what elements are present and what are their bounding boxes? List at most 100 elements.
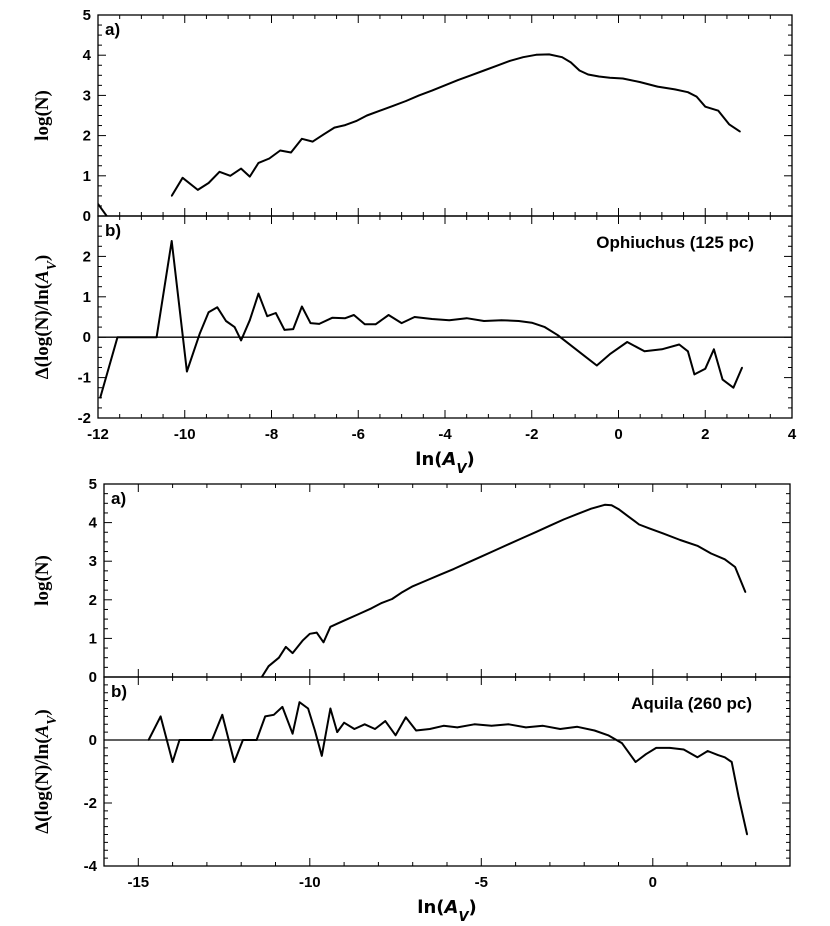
- data-point: [171, 761, 174, 763]
- x-tick-label: -10: [174, 426, 196, 443]
- data-point: [544, 326, 546, 328]
- data-point: [207, 182, 210, 184]
- data-point: [480, 555, 483, 558]
- data-point: [494, 549, 496, 552]
- data-point: [598, 75, 600, 78]
- data-point: [429, 728, 431, 730]
- data-point: [442, 725, 445, 727]
- data-point: [357, 613, 359, 616]
- data-point: [273, 714, 275, 716]
- data-point: [405, 100, 407, 102]
- x-tick-label: 0: [614, 426, 622, 443]
- data-point: [147, 739, 150, 741]
- data-point: [387, 314, 390, 316]
- data-point: [500, 319, 503, 322]
- data-point: [229, 175, 232, 177]
- data-point: [267, 665, 270, 667]
- data-point: [353, 728, 356, 730]
- data-point: [728, 123, 730, 126]
- x-tick-label: 0: [649, 874, 657, 891]
- data-point: [322, 133, 325, 136]
- data-point: [610, 504, 613, 507]
- data-point: [734, 566, 736, 568]
- data-point: [604, 504, 606, 506]
- data-point: [634, 761, 637, 763]
- data-point: [674, 88, 676, 91]
- data-point: [456, 726, 459, 729]
- data-point: [682, 748, 685, 751]
- data-point: [626, 341, 628, 343]
- data-point: [311, 140, 314, 143]
- data-point: [609, 76, 611, 79]
- panel-a: 0 1 2 3 4 5 log(N) a): [32, 476, 791, 686]
- data-point: [281, 706, 284, 708]
- data-point: [155, 336, 158, 339]
- data-point: [391, 598, 393, 600]
- data-point: [264, 715, 267, 718]
- data-point: [413, 316, 416, 318]
- data-point: [521, 537, 524, 539]
- data-point: [710, 552, 712, 555]
- data-point: [315, 631, 318, 634]
- data-point: [535, 531, 537, 533]
- y-tick-label: 4: [89, 515, 98, 532]
- data-point: [394, 734, 397, 737]
- y-tick-label: 1: [83, 289, 91, 306]
- data-point: [333, 126, 336, 129]
- y-tick-label: 0: [89, 669, 97, 686]
- data-point: [639, 81, 641, 83]
- data-point: [240, 339, 242, 342]
- data-point: [656, 85, 659, 88]
- y-axis-label: log(N): [32, 90, 53, 141]
- y-tick-label: 0: [89, 732, 97, 749]
- data-point: [473, 723, 476, 726]
- data-point: [233, 326, 236, 328]
- data-point: [609, 353, 611, 356]
- data-point: [687, 91, 689, 93]
- data-point: [561, 56, 563, 58]
- data-point: [355, 120, 357, 122]
- data-point: [249, 175, 251, 178]
- data-point: [590, 507, 592, 510]
- data-point: [549, 524, 551, 527]
- x-tick-label: -12: [87, 426, 109, 443]
- series-group: [260, 503, 747, 677]
- data-point: [517, 320, 520, 322]
- data-point: [522, 56, 524, 58]
- panel-annotation: Ophiuchus (125 pc): [596, 233, 754, 252]
- data-point: [687, 350, 689, 353]
- data-point: [607, 734, 609, 737]
- data-point: [279, 149, 282, 152]
- x-tick-label: -5: [475, 874, 488, 891]
- data-point: [336, 622, 339, 625]
- data-point: [411, 585, 414, 588]
- data-point: [405, 716, 407, 719]
- data-point: [99, 397, 101, 399]
- data-point: [159, 715, 162, 718]
- panel-label: b): [111, 682, 127, 701]
- data-point: [732, 386, 735, 389]
- y-tick-label: 5: [83, 7, 91, 24]
- data-point: [576, 726, 579, 728]
- data-point: [329, 707, 332, 710]
- data-point: [638, 523, 640, 526]
- data-point: [696, 545, 699, 547]
- data-point: [240, 167, 242, 170]
- data-point: [655, 747, 657, 749]
- y-axis-label: log(N): [32, 555, 53, 606]
- data-point: [379, 109, 381, 112]
- data-point: [255, 739, 258, 741]
- data-point: [531, 321, 533, 324]
- data-point: [583, 354, 585, 357]
- data-point: [225, 320, 227, 322]
- data-point: [363, 723, 366, 726]
- data-point: [309, 322, 312, 324]
- data-point: [336, 731, 339, 733]
- data-point: [364, 323, 366, 326]
- data-point: [344, 317, 347, 320]
- data-point: [559, 728, 561, 730]
- data-point: [645, 753, 647, 755]
- data-point: [322, 641, 325, 644]
- data-point: [331, 317, 334, 319]
- data-point: [693, 373, 696, 376]
